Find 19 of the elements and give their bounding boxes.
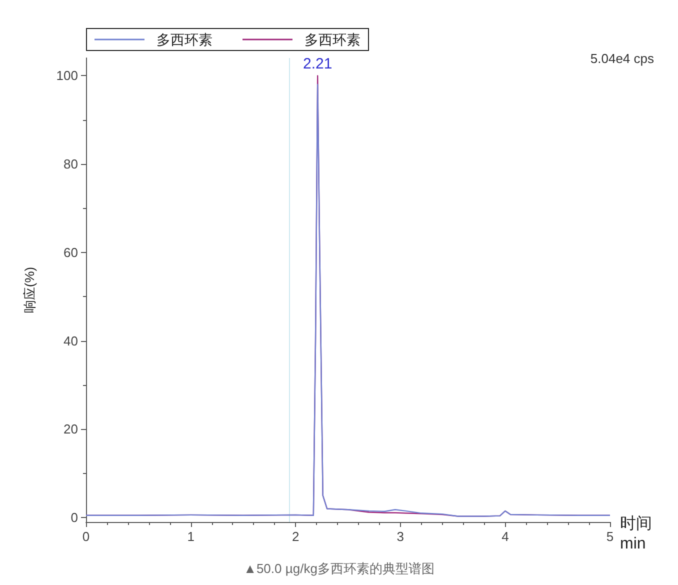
- text: ▲50.0 µg/kg多西环素的典型谱图: [244, 561, 434, 576]
- legend-label: 多西环素: [156, 32, 212, 48]
- legend-label: 多西环素: [304, 32, 360, 48]
- x-tick-label: 2: [292, 529, 300, 544]
- y-tick-label: 80: [64, 156, 78, 172]
- x-tick-label: 4: [502, 529, 509, 544]
- y-tick-label: 0: [70, 510, 78, 526]
- y-tick-label: 20: [64, 422, 78, 437]
- x-axis-title: 时间 min: [620, 514, 652, 552]
- y-tick-label: 100: [56, 68, 78, 84]
- y-axis-title: 响应(%): [22, 266, 37, 314]
- annotation: 5.04e4 cps: [590, 51, 654, 66]
- x-tick-label: 3: [396, 529, 404, 544]
- y-tick-label: 40: [64, 333, 78, 348]
- x-tick-label: 5: [606, 529, 614, 544]
- y-tick-label: 60: [64, 244, 78, 260]
- x-tick-label: 0: [82, 529, 90, 544]
- annotation: 2.21: [303, 56, 332, 73]
- x-tick-label: 1: [187, 529, 194, 544]
